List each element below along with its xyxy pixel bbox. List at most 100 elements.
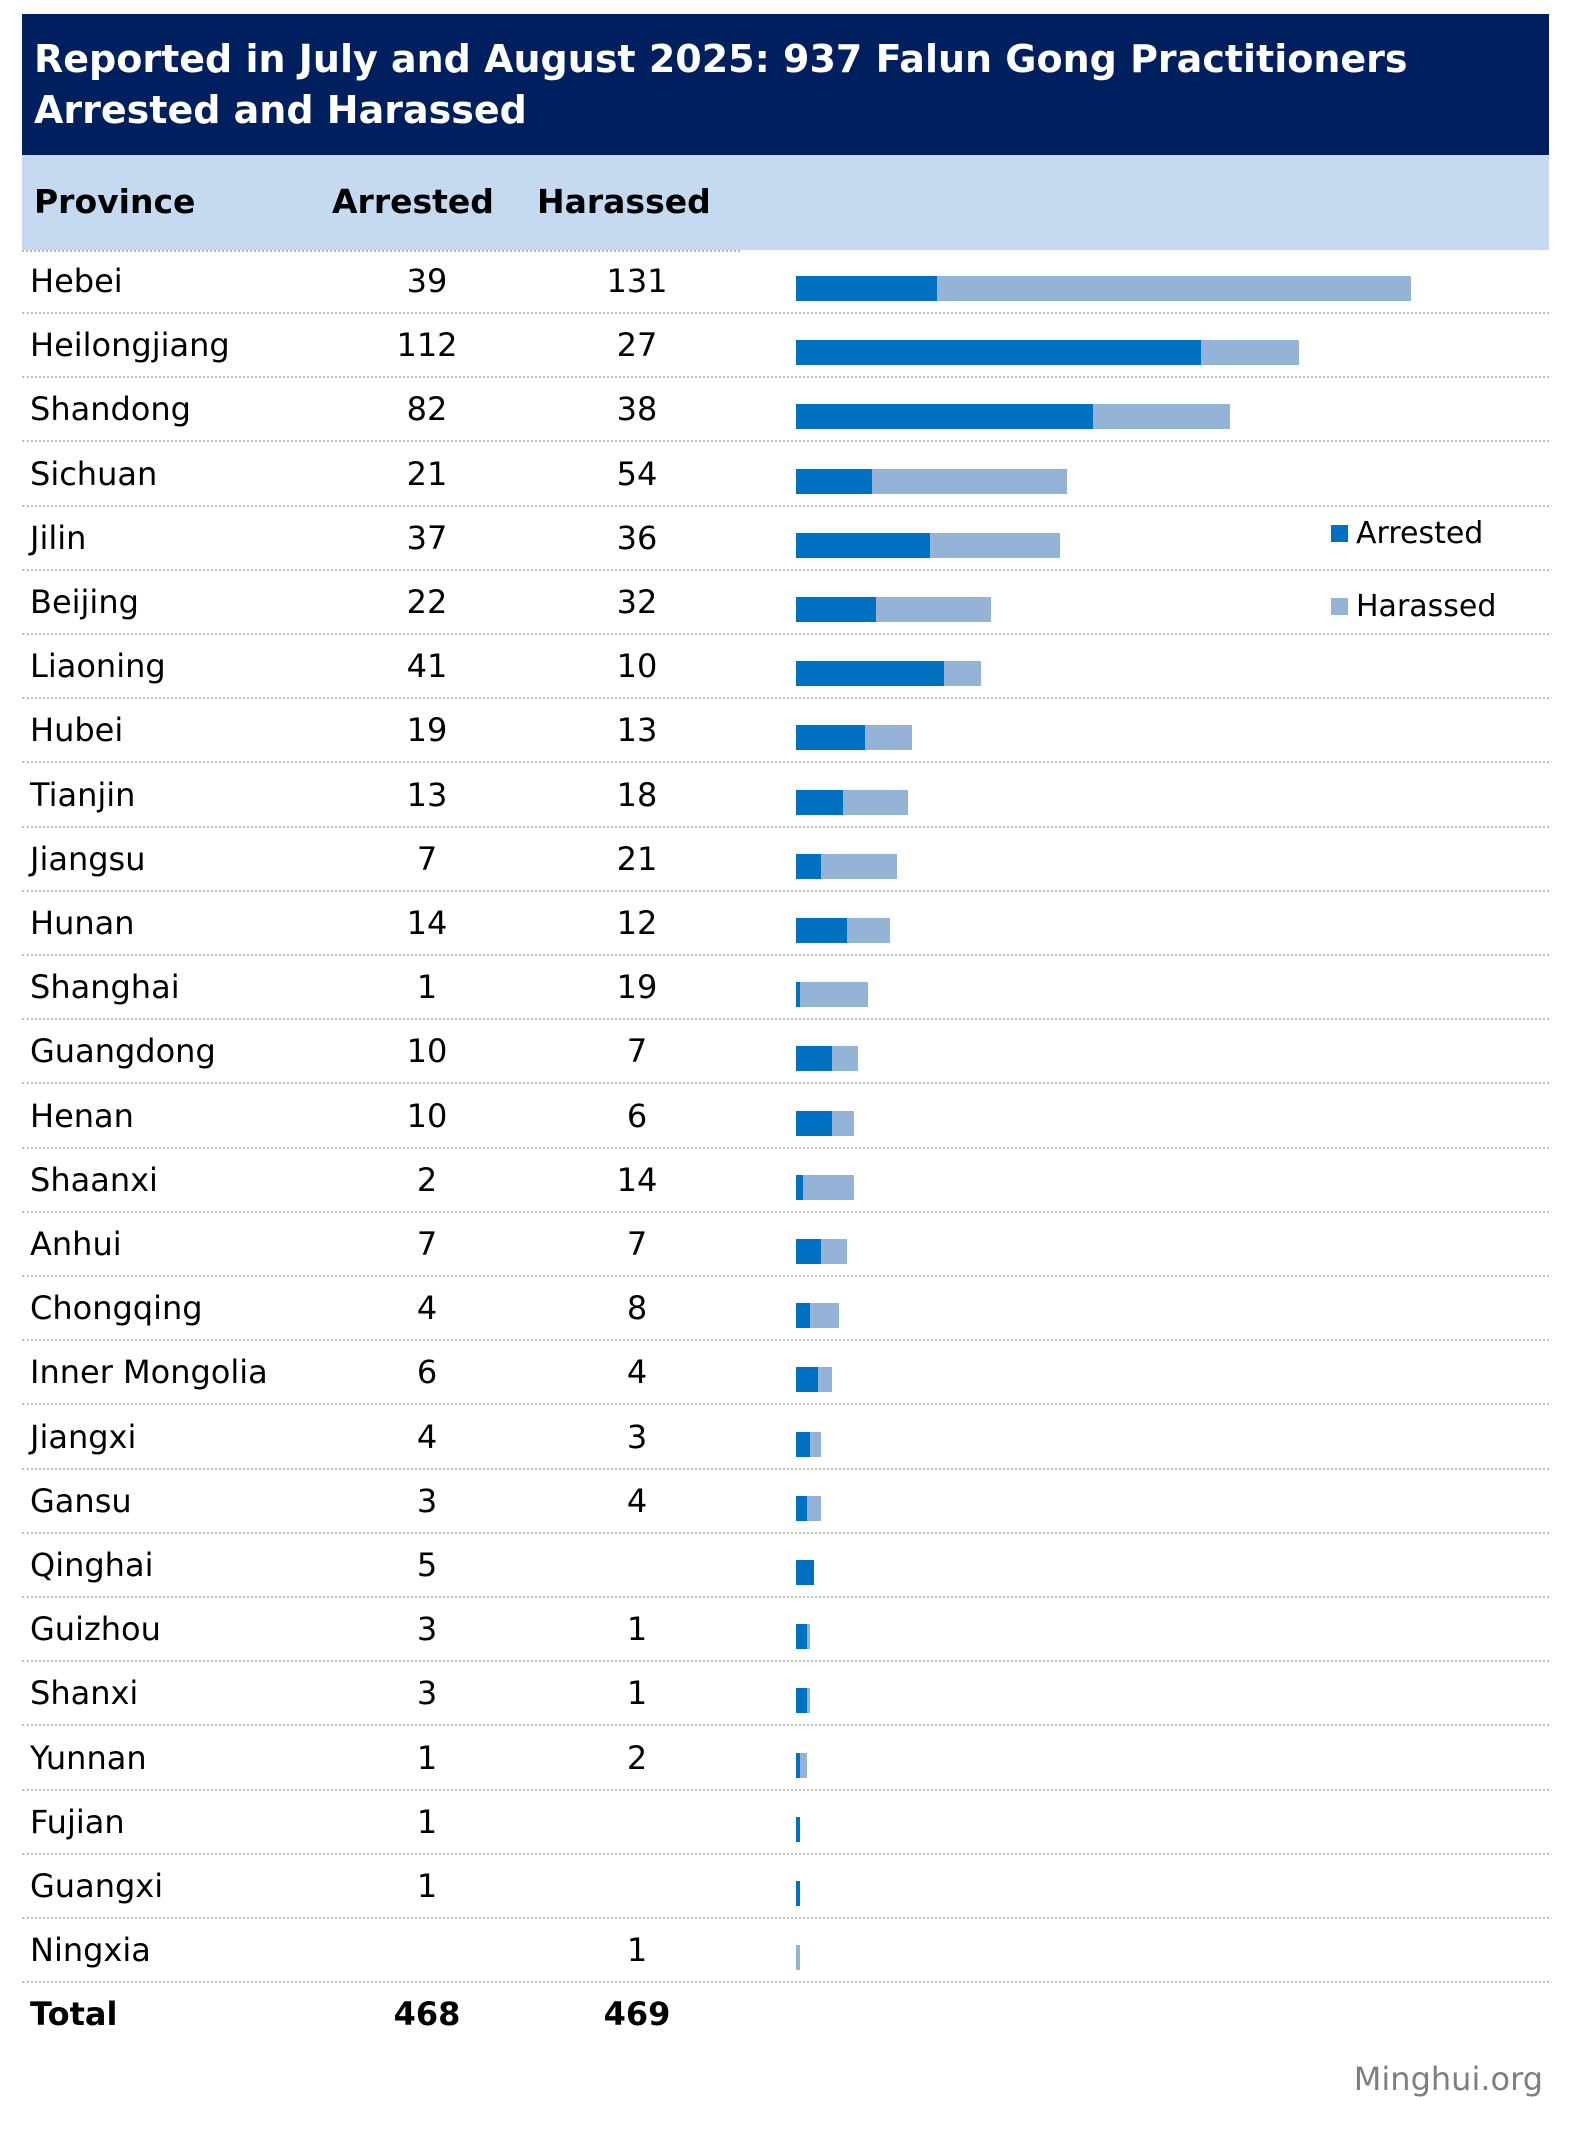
row-divider — [22, 1082, 1549, 1085]
harassed-value: 6 — [626, 1096, 648, 1135]
arrested-value: 7 — [416, 839, 438, 878]
harassed-value: 14 — [616, 1160, 658, 1199]
harassed-value: 1 — [626, 1674, 648, 1713]
bar-arrested — [796, 661, 945, 687]
row-divider — [22, 697, 1549, 700]
bar-harassed — [799, 982, 869, 1008]
row-divider — [22, 1275, 1549, 1277]
arrested-value: 3 — [416, 1481, 438, 1520]
province-name: Chongqing — [30, 1289, 203, 1328]
harassed-value: 21 — [616, 839, 658, 878]
harassed-value: 27 — [616, 326, 658, 365]
province-name: Anhui — [30, 1225, 122, 1263]
province-name: Shanxi — [30, 1674, 139, 1713]
harassed-value: 7 — [626, 1225, 648, 1263]
bar-harassed — [799, 1752, 807, 1778]
table-row: Guangdong 10 7 — [22, 1020, 1549, 1085]
bar-arrested — [796, 532, 930, 558]
bar-arrested — [796, 1367, 818, 1393]
bar-harassed — [817, 1367, 833, 1393]
row-divider — [22, 376, 1549, 379]
bar-harassed — [796, 1945, 800, 1971]
harassed-value: 36 — [616, 518, 658, 557]
row-divider — [22, 1467, 1549, 1470]
bar-harassed — [810, 1431, 822, 1457]
bar-harassed — [806, 1688, 811, 1714]
table-row: Tianjin 13 18 — [22, 764, 1549, 828]
arrested-value: 5 — [416, 1546, 438, 1584]
province-name: Qinghai — [30, 1546, 154, 1584]
province-name: Heilongjiang — [30, 326, 230, 365]
table-header: Province Arrested Harassed — [22, 155, 1549, 250]
bar-harassed — [832, 1046, 858, 1072]
harassed-value: 10 — [616, 647, 658, 686]
arrested-value: 1 — [416, 1802, 438, 1841]
arrested-value: 10 — [406, 1096, 448, 1135]
table-row: Shanghai 1 19 — [22, 956, 1549, 1021]
row-divider — [22, 1917, 1549, 1919]
header-province: Province — [34, 182, 196, 221]
arrested-value: 39 — [406, 262, 448, 300]
bar-arrested — [796, 1560, 815, 1585]
table-row: Anhui 7 7 — [22, 1213, 1549, 1277]
total-harassed: 469 — [603, 1995, 671, 2034]
row-divider — [22, 1403, 1549, 1406]
row-divider — [22, 889, 1549, 892]
bar-harassed — [937, 276, 1412, 301]
row-divider — [22, 1339, 1549, 1342]
bar-harassed — [864, 725, 912, 751]
harassed-value: 12 — [616, 904, 658, 942]
row-divider — [22, 568, 1549, 571]
bar-arrested — [796, 1495, 807, 1521]
arrested-value: 4 — [416, 1289, 438, 1328]
arrested-value: 2 — [416, 1160, 438, 1199]
row-divider — [22, 504, 1549, 507]
table-row: Guizhou 3 1 — [22, 1598, 1549, 1663]
arrested-value: 19 — [406, 711, 448, 750]
harassed-value: 19 — [616, 968, 658, 1007]
chart-title: Reported in July and August 2025: 937 Fa… — [22, 14, 1549, 155]
arrested-value: 1 — [416, 968, 438, 1007]
arrested-value: 82 — [406, 390, 448, 429]
province-name: Guizhou — [30, 1610, 161, 1649]
bar-harassed — [875, 597, 992, 622]
bar-arrested — [796, 1688, 807, 1714]
table-row: Yunnan 1 2 — [22, 1727, 1549, 1791]
row-divider — [22, 1596, 1549, 1598]
bar-harassed — [843, 789, 909, 815]
bar-arrested — [796, 1431, 811, 1457]
harassed-value: 32 — [616, 583, 658, 621]
table-row: Liaoning 41 10 — [22, 635, 1549, 700]
row-divider — [22, 761, 1549, 764]
total-label: Total — [30, 1995, 118, 2034]
total-arrested: 468 — [393, 1995, 461, 2034]
bar-harassed — [810, 1303, 840, 1329]
row-divider — [22, 1852, 1549, 1855]
harassed-value: 131 — [606, 262, 668, 300]
bar-arrested — [796, 982, 800, 1008]
bar-arrested — [796, 1174, 804, 1200]
bar-harassed — [806, 1495, 822, 1521]
harassed-value: 7 — [626, 1032, 648, 1071]
harassed-value: 3 — [626, 1417, 648, 1456]
arrested-value: 37 — [406, 518, 448, 557]
row-divider — [22, 1788, 1549, 1791]
harassed-value: 13 — [616, 711, 658, 750]
arrested-value: 22 — [406, 583, 448, 621]
source-credit: Minghui.org — [1353, 2060, 1543, 2098]
harassed-value: 1 — [626, 1610, 648, 1649]
province-name: Inner Mongolia — [30, 1353, 268, 1392]
row-divider — [22, 825, 1549, 828]
table-row: Henan 10 6 — [22, 1085, 1549, 1149]
row-divider — [22, 633, 1549, 635]
arrested-value: 13 — [406, 775, 448, 814]
province-name: Guangdong — [30, 1032, 216, 1071]
bar-arrested — [796, 725, 865, 751]
harassed-value: 2 — [626, 1738, 648, 1777]
bar-arrested — [796, 1046, 833, 1072]
bar-harassed — [821, 853, 898, 879]
province-name: Hunan — [30, 904, 135, 942]
bar-arrested — [796, 468, 873, 494]
row-divider — [22, 312, 1549, 314]
harassed-value: 18 — [616, 775, 658, 814]
